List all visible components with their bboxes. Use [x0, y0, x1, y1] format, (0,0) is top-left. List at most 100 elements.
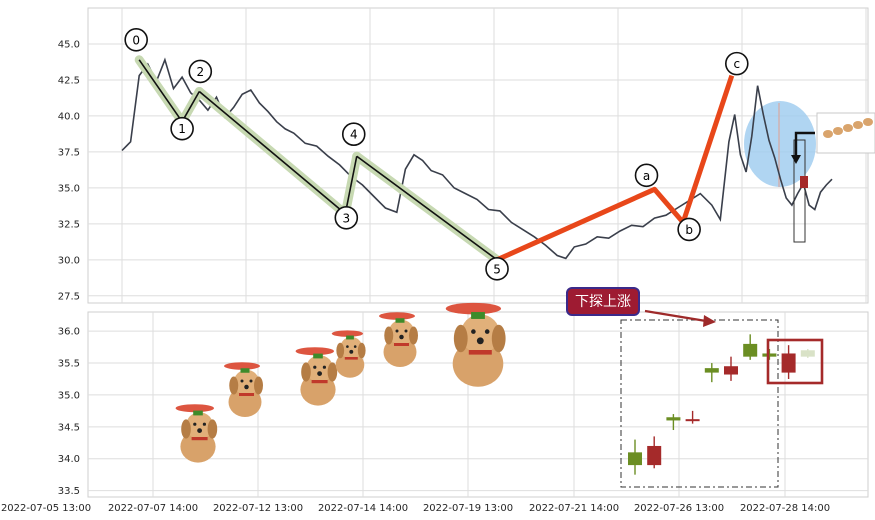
top-y-tick-label: 35.0: [58, 183, 80, 194]
puppy-nose: [399, 334, 404, 340]
puppy-cap: [193, 410, 203, 416]
candle: [781, 345, 796, 379]
puppy-mascot-icon: [295, 347, 338, 406]
range-marker-arrowhead: [791, 155, 801, 164]
puppy-mascot-icon: [175, 404, 218, 463]
puppy-ear: [336, 342, 345, 359]
legend-thumb-puppy: [823, 130, 833, 138]
wave-label: 0: [132, 33, 140, 47]
range-marker-candle: [800, 176, 808, 188]
bottom-y-tick-label: 34.5: [58, 422, 80, 433]
puppy-nose: [197, 428, 202, 433]
puppy-head: [306, 355, 334, 383]
bottom-y-tick-label: 35.0: [58, 390, 80, 401]
puppy-eye: [484, 329, 490, 334]
legend-thumb-puppy: [833, 127, 843, 135]
wave-label: 3: [342, 211, 350, 225]
puppy-head: [340, 336, 363, 359]
price-series-line: [121, 57, 833, 260]
puppy-eye: [240, 379, 244, 383]
annotation-tag: 下探上涨: [566, 287, 640, 316]
puppy-eye: [193, 422, 197, 426]
candle: [685, 410, 700, 424]
candle: [647, 436, 662, 469]
wave-label: 2: [196, 65, 204, 79]
puppy-propeller: [331, 330, 363, 337]
puppy-ear: [453, 324, 468, 353]
puppy-eye: [322, 365, 326, 369]
wave-label: a: [643, 169, 650, 183]
pattern-region-box: [620, 319, 779, 488]
puppy-ear: [327, 362, 338, 382]
candle: [724, 356, 738, 381]
bottom-y-tick-label: 35.5: [58, 359, 80, 370]
candle-body: [704, 368, 719, 373]
puppy-mascot-icon: [331, 330, 366, 378]
legend-thumb-puppy: [843, 124, 853, 132]
wave-impulse-segment: [344, 156, 358, 214]
puppy-cap: [240, 368, 250, 373]
wave-label: b: [685, 223, 693, 237]
top-y-tick-label: 30.0: [58, 255, 80, 266]
puppy-cap: [395, 318, 405, 323]
wave-label-circle: [341, 122, 366, 147]
puppy-ear: [409, 326, 418, 345]
wave-label-circle: [188, 59, 213, 84]
candle: [743, 334, 758, 360]
puppy-collar: [394, 343, 409, 346]
puppy-head: [233, 369, 260, 396]
puppy-eye: [395, 329, 399, 333]
wave-label-circle: [724, 51, 749, 76]
puppy-ear: [181, 419, 191, 439]
puppy-propeller: [379, 312, 415, 320]
puppy-head: [186, 412, 214, 440]
puppy-nose: [317, 371, 322, 376]
candle: [666, 414, 681, 431]
bottom-x-tick-label: 2022-07-19 13:00: [423, 503, 513, 514]
top-y-tick-label: 40.0: [58, 111, 80, 122]
bottom-x-tick-label: 2022-07-14 14:00: [318, 503, 408, 514]
puppy-mascot-icon: [379, 312, 418, 367]
puppy-nose: [244, 384, 249, 390]
wave-label-circle: [485, 257, 509, 281]
wave-label: 5: [493, 262, 501, 276]
range-marker-arrow: [794, 131, 815, 160]
puppy-eye: [202, 422, 206, 426]
annotation-arrow-line: [644, 309, 707, 323]
candle-body: [685, 419, 700, 422]
bottom-x-tick-label: 2022-07-21 14:00: [529, 503, 619, 514]
top-y-tick-label: 27.5: [58, 291, 80, 302]
puppy-cap: [471, 312, 485, 319]
bottom-x-tick-label: 2022-07-07 14:00: [108, 503, 198, 514]
puppy-cap: [346, 335, 354, 340]
puppy-head: [388, 319, 415, 346]
puppy-collar: [311, 380, 328, 384]
puppy-ear: [491, 324, 506, 353]
top-y-tick-label: 45.0: [58, 39, 80, 50]
candle: [628, 439, 642, 475]
range-marker-box: [793, 139, 806, 243]
wave-label-circle: [124, 28, 148, 52]
candle-body: [647, 445, 662, 466]
puppy-propeller: [224, 362, 260, 370]
candle: [800, 349, 815, 358]
bottom-x-tick-label: 2022-07-26 13:00: [634, 503, 724, 514]
puppy-collar: [344, 357, 358, 360]
puppy-collar: [191, 437, 208, 441]
top-y-tick-label: 42.5: [58, 75, 80, 86]
wave-impulse-segment: [138, 59, 183, 123]
highlight-ellipse: [744, 101, 816, 187]
puppy-cap: [313, 353, 323, 359]
legend-thumb-puppy: [863, 118, 873, 126]
annotation-tag-text: 下探上涨: [575, 294, 631, 310]
bottom-y-tick-label: 36.0: [58, 327, 80, 338]
puppy-propeller: [295, 347, 334, 356]
bottom-x-tick-label: 2022-07-12 13:00: [213, 503, 303, 514]
annotation-tag-box: [566, 287, 640, 316]
puppy-ear: [254, 376, 263, 395]
wave-correction-line: [495, 74, 735, 263]
puppy-head: [460, 314, 500, 354]
wave-label: c: [733, 57, 740, 71]
candle: [762, 349, 777, 360]
